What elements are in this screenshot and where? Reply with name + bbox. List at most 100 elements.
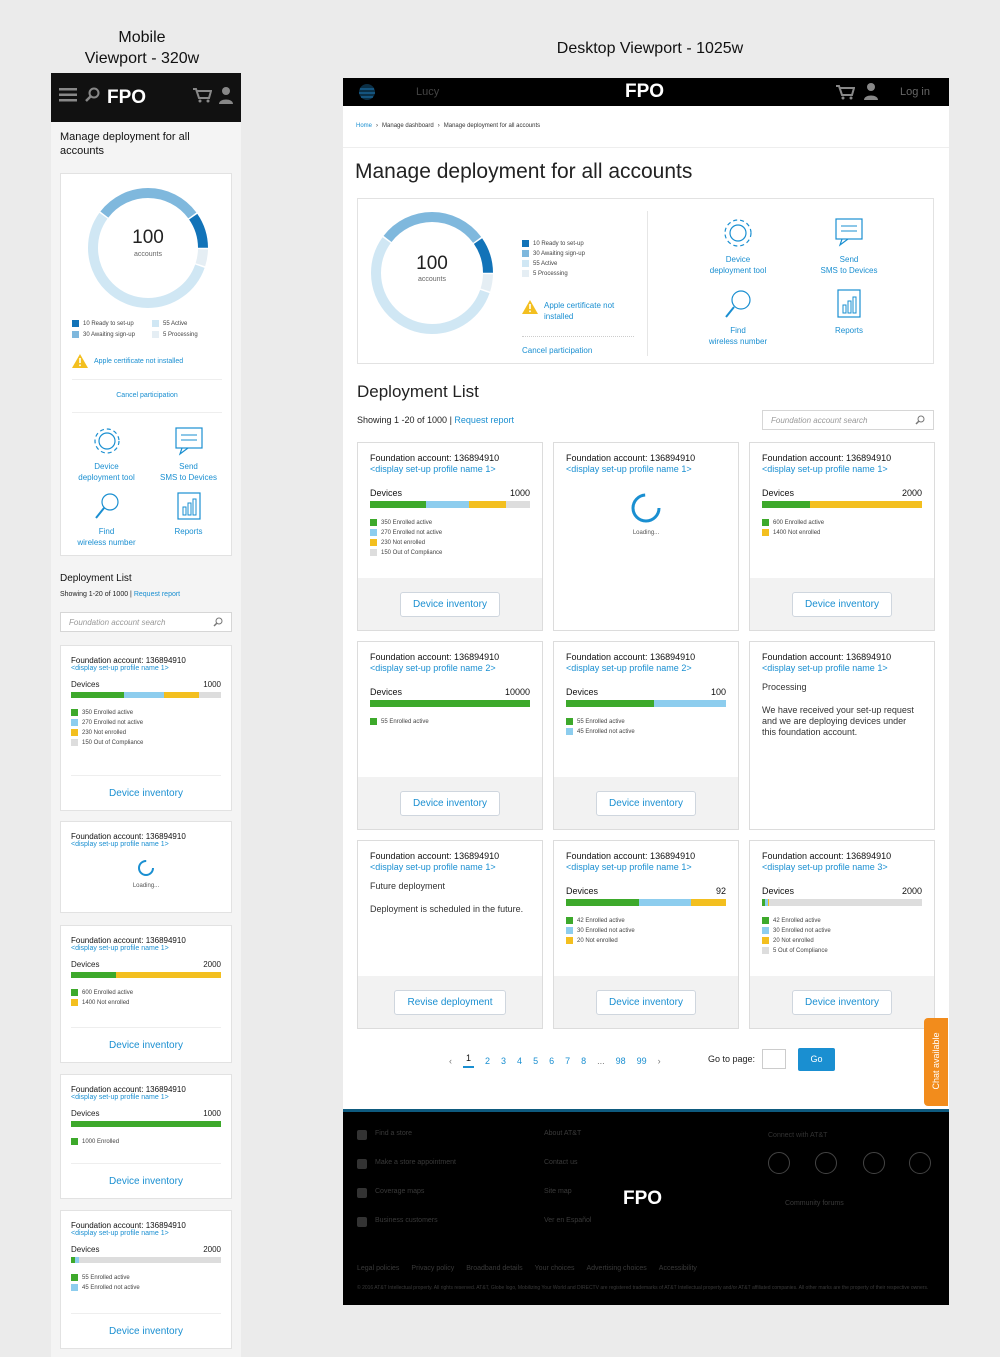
device-inventory-button[interactable]: Device inventory bbox=[596, 790, 696, 816]
mobile-tool-deployment[interactable]: Device deployment tool bbox=[69, 426, 144, 483]
device-inventory-button[interactable]: Device inventory bbox=[792, 989, 892, 1015]
footer-link[interactable]: Site map bbox=[544, 1188, 572, 1195]
legal-link[interactable]: Privacy policy bbox=[411, 1265, 455, 1272]
profile-name-link[interactable]: <display set-up profile name 1> bbox=[566, 464, 692, 474]
globe-logo-icon[interactable] bbox=[357, 83, 377, 101]
device-inventory-button[interactable]: Device inventory bbox=[400, 591, 500, 617]
community-forums-link[interactable]: Community forums bbox=[785, 1200, 844, 1207]
bar-segment bbox=[370, 501, 426, 508]
footer-link[interactable]: Ver en Español bbox=[544, 1217, 592, 1224]
mobile-request-report[interactable]: Request report bbox=[133, 591, 181, 598]
facebook-icon[interactable] bbox=[815, 1152, 837, 1174]
legend-processing: 5 Processing bbox=[152, 331, 232, 338]
hamburger-menu-icon[interactable] bbox=[59, 88, 77, 107]
search-icon[interactable] bbox=[915, 415, 925, 425]
page-6[interactable]: 6 bbox=[549, 1055, 555, 1066]
goto-page-input[interactable] bbox=[762, 1049, 786, 1069]
brand-logo[interactable]: FPO bbox=[625, 81, 665, 102]
mobile-tool-reports[interactable]: Reports bbox=[151, 491, 226, 537]
page-ellipsis[interactable]: ... bbox=[597, 1055, 605, 1066]
search-icon[interactable] bbox=[84, 87, 100, 108]
revise-deployment-button[interactable]: Revise deployment bbox=[394, 989, 506, 1015]
profile-name-link[interactable]: <display set-up profile name 1> bbox=[370, 862, 496, 872]
profile-name-link[interactable]: <display set-up profile name 1> bbox=[71, 1094, 169, 1101]
cert-warning[interactable]: Apple certificate not installed bbox=[522, 300, 624, 322]
profile-name-link[interactable]: <display set-up profile name 1> bbox=[71, 841, 169, 848]
breadcrumb-dashboard[interactable]: Manage dashboard bbox=[382, 123, 434, 129]
breadcrumb-home[interactable]: Home bbox=[356, 123, 373, 129]
page-99[interactable]: 99 bbox=[636, 1055, 647, 1066]
page-8[interactable]: 8 bbox=[581, 1055, 587, 1066]
footer-link[interactable]: Contact us bbox=[544, 1159, 578, 1166]
user-icon[interactable] bbox=[219, 86, 233, 109]
legal-link[interactable]: Broadband details bbox=[466, 1265, 523, 1272]
profile-name-link[interactable]: <display set-up profile name 1> bbox=[71, 665, 169, 672]
footer-link[interactable]: Coverage maps bbox=[375, 1188, 425, 1195]
bar-segment bbox=[691, 899, 726, 906]
device-inventory-button[interactable]: Device inventory bbox=[109, 1039, 183, 1051]
linkedin-icon[interactable] bbox=[909, 1152, 931, 1174]
profile-name-link[interactable]: <display set-up profile name 2> bbox=[566, 663, 692, 673]
page-4[interactable]: 4 bbox=[517, 1055, 523, 1066]
mobile-deployment-card: Foundation account: 136894910 <display se… bbox=[60, 1210, 232, 1349]
mobile-tool-sms[interactable]: Send SMS to Devices bbox=[151, 426, 226, 483]
mobile-cert-warning[interactable]: Apple certificate not installed bbox=[72, 354, 183, 368]
page-7[interactable]: 7 bbox=[565, 1055, 571, 1066]
footer: Find a store Make a store appointment Cove… bbox=[343, 1109, 949, 1305]
prev-page-button[interactable]: ‹ bbox=[449, 1055, 452, 1066]
page-98[interactable]: 98 bbox=[615, 1055, 626, 1066]
mobile-search-field[interactable]: Foundation account search bbox=[60, 612, 232, 632]
device-inventory-button[interactable]: Device inventory bbox=[109, 1175, 183, 1187]
device-inventory-button[interactable]: Device inventory bbox=[400, 790, 500, 816]
twitter-icon[interactable] bbox=[768, 1152, 790, 1174]
device-inventory-button[interactable]: Device inventory bbox=[792, 591, 892, 617]
footer-link[interactable]: Find a store bbox=[375, 1130, 412, 1137]
page-3[interactable]: 3 bbox=[501, 1055, 507, 1066]
profile-name-link[interactable]: <display set-up profile name 1> bbox=[71, 945, 169, 952]
account-search-input[interactable]: Foundation account search bbox=[762, 410, 934, 430]
page-2[interactable]: 2 bbox=[485, 1055, 491, 1066]
chat-available-tab[interactable]: Chat available bbox=[924, 1018, 948, 1106]
tool-find[interactable]: Find wireless number bbox=[688, 288, 788, 347]
devices-total: 1000 bbox=[203, 680, 221, 689]
tool-deployment[interactable]: Device deployment tool bbox=[688, 217, 788, 276]
profile-name-link[interactable]: <display set-up profile name 2> bbox=[370, 663, 496, 673]
instagram-icon[interactable] bbox=[863, 1152, 885, 1174]
go-button[interactable]: Go bbox=[798, 1048, 835, 1071]
tool-reports[interactable]: Reports bbox=[799, 288, 899, 336]
footer-link[interactable]: Make a store appointment bbox=[375, 1159, 456, 1166]
profile-name-link[interactable]: <display set-up profile name 1> bbox=[71, 1230, 169, 1237]
legal-link[interactable]: Legal policies bbox=[357, 1265, 400, 1272]
profile-name-link[interactable]: <display set-up profile name 1> bbox=[762, 663, 888, 673]
brand-logo[interactable]: FPO bbox=[107, 86, 147, 108]
user-name[interactable]: Lucy bbox=[416, 86, 440, 98]
next-page-button[interactable]: › bbox=[657, 1055, 661, 1066]
tool-sms[interactable]: Send SMS to Devices bbox=[799, 217, 899, 276]
request-report-link[interactable]: Request report bbox=[454, 415, 514, 425]
device-inventory-button[interactable]: Device inventory bbox=[109, 787, 183, 799]
search-icon[interactable] bbox=[213, 617, 223, 627]
mobile-tool-find[interactable]: Find wireless number bbox=[69, 491, 144, 548]
profile-name-link[interactable]: <display set-up profile name 3> bbox=[762, 862, 888, 872]
bar-segment bbox=[767, 899, 770, 906]
page-1[interactable]: 1 bbox=[463, 1053, 475, 1068]
profile-name-link[interactable]: <display set-up profile name 1> bbox=[370, 464, 496, 474]
legal-link[interactable]: Your choices bbox=[534, 1265, 575, 1272]
foundation-account: Foundation account: 136894910 bbox=[71, 1085, 186, 1094]
profile-name-link[interactable]: <display set-up profile name 1> bbox=[566, 862, 692, 872]
legal-link[interactable]: Accessibility bbox=[658, 1265, 697, 1272]
device-inventory-button[interactable]: Device inventory bbox=[109, 1325, 183, 1337]
cart-icon[interactable] bbox=[835, 84, 856, 105]
footer-link[interactable]: Business customers bbox=[375, 1217, 438, 1224]
legal-link[interactable]: Advertising choices bbox=[586, 1265, 647, 1272]
user-icon[interactable] bbox=[864, 82, 878, 105]
loading-spinner-icon bbox=[631, 493, 661, 523]
cancel-participation[interactable]: Cancel participation bbox=[522, 346, 593, 355]
profile-name-link[interactable]: <display set-up profile name 1> bbox=[762, 464, 888, 474]
cart-icon[interactable] bbox=[192, 87, 213, 108]
mobile-cancel-participation[interactable]: Cancel participation bbox=[116, 392, 178, 399]
device-inventory-button[interactable]: Device inventory bbox=[596, 989, 696, 1015]
footer-link[interactable]: About AT&T bbox=[544, 1130, 582, 1137]
page-5[interactable]: 5 bbox=[533, 1055, 539, 1066]
login-link[interactable]: Log in bbox=[900, 86, 930, 98]
